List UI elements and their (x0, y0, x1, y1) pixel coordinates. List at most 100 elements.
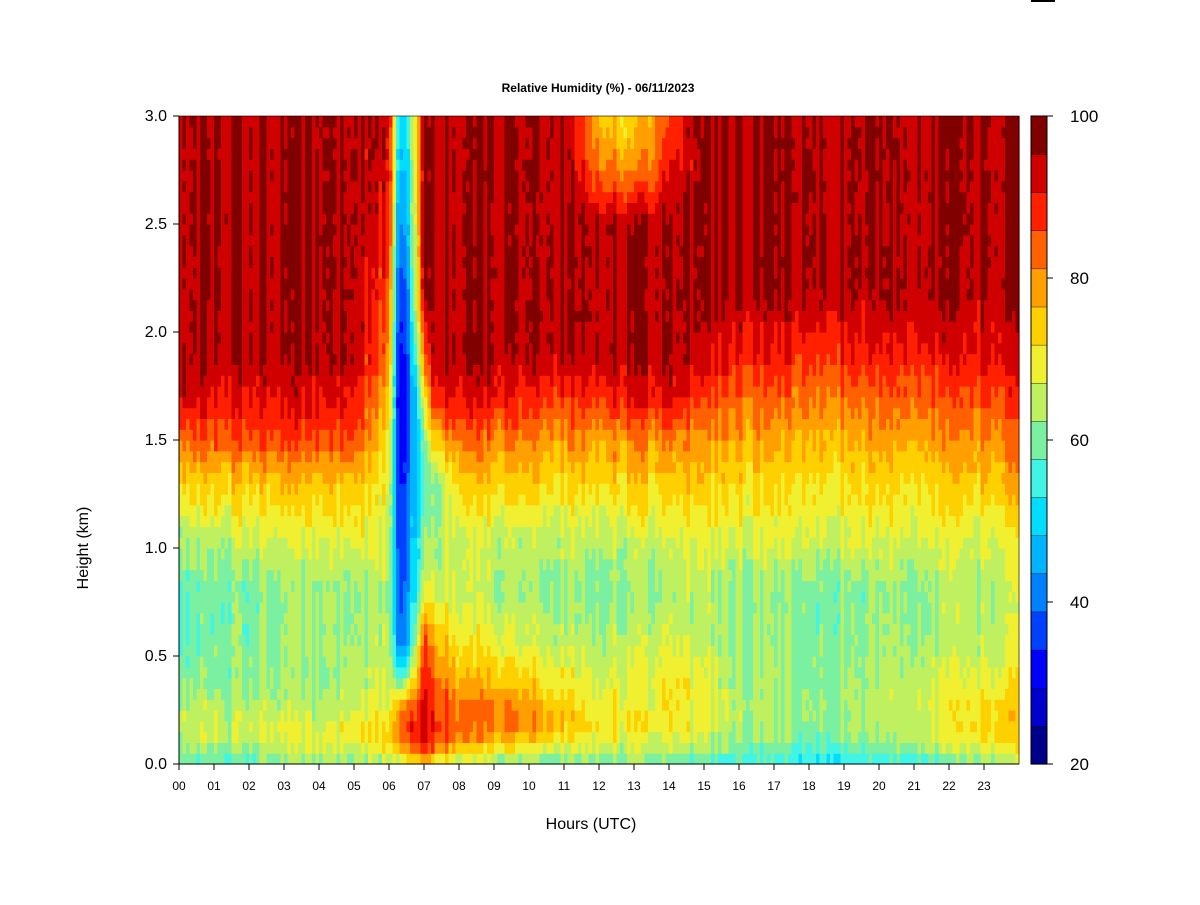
heatmap-cell (417, 342, 422, 355)
heatmap-cell (434, 213, 439, 225)
heatmap-cell (221, 472, 226, 484)
heatmap-cell (315, 278, 320, 290)
heatmap-cell (434, 548, 439, 560)
heatmap-cell (420, 494, 425, 506)
heatmap-cell (354, 191, 359, 203)
heatmap-cell (385, 213, 390, 225)
heatmap-cell (347, 504, 352, 517)
heatmap-cell (242, 580, 247, 592)
heatmap-cell (298, 699, 303, 711)
heatmap-cell (434, 170, 439, 182)
heatmap-cell (392, 245, 397, 257)
heatmap-cell (399, 591, 404, 603)
heatmap-cell (287, 407, 292, 419)
heatmap-cell (217, 321, 222, 333)
heatmap-cell (368, 191, 373, 203)
heatmap-cell (217, 224, 222, 236)
heatmap-cell (378, 602, 383, 614)
heatmap-cell (298, 548, 303, 560)
heatmap-cell (357, 418, 362, 430)
heatmap-cell (214, 450, 219, 463)
heatmap-cell (396, 720, 401, 733)
heatmap-cell (364, 623, 369, 635)
heatmap-cell (389, 278, 394, 290)
heatmap-cell (392, 364, 397, 376)
heatmap-cell (389, 656, 394, 668)
heatmap-cell (375, 375, 380, 387)
heatmap-cell (329, 731, 334, 743)
heatmap-cell (378, 699, 383, 711)
heatmap-cell (445, 321, 450, 333)
heatmap-cell (235, 656, 240, 668)
heatmap-cell (189, 191, 194, 203)
heatmap-cell (406, 375, 411, 387)
heatmap-cell (340, 569, 345, 581)
heatmap-cell (469, 666, 474, 679)
heatmap-cell (357, 364, 362, 376)
heatmap-cell (231, 558, 236, 571)
heatmap-cell (361, 256, 366, 268)
heatmap-cell (354, 137, 359, 149)
heatmap-cell (263, 526, 268, 538)
heatmap-cell (221, 612, 226, 625)
heatmap-cell (308, 634, 313, 646)
heatmap-cell (235, 720, 240, 733)
heatmap-cell (315, 645, 320, 657)
heatmap-cell (308, 591, 313, 603)
heatmap-cell (186, 353, 191, 365)
heatmap-cell (221, 720, 226, 733)
heatmap-cell (424, 148, 429, 160)
heatmap-cell (469, 623, 474, 635)
heatmap-cell (200, 548, 205, 560)
heatmap-cell (186, 224, 191, 236)
heatmap-cell (441, 537, 446, 549)
heatmap-cell (193, 224, 198, 236)
heatmap-cell (182, 440, 187, 452)
heatmap-cell (347, 677, 352, 689)
heatmap-cell (329, 742, 334, 754)
heatmap-cell (417, 418, 422, 430)
heatmap-cell (347, 396, 352, 409)
heatmap-cell (378, 548, 383, 560)
heatmap-cell (210, 245, 215, 257)
heatmap-cell (291, 332, 296, 344)
heatmap-cell (308, 526, 313, 538)
heatmap-cell (350, 580, 355, 592)
heatmap-cell (385, 353, 390, 365)
heatmap-cell (182, 450, 187, 463)
heatmap-cell (403, 299, 408, 311)
heatmap-cell (284, 310, 289, 322)
heatmap-cell (284, 148, 289, 160)
heatmap-cell (340, 148, 345, 160)
heatmap-cell (406, 224, 411, 236)
heatmap-cell (357, 202, 362, 214)
heatmap-cell (312, 656, 317, 668)
heatmap-cell (343, 375, 348, 387)
heatmap-cell (357, 137, 362, 149)
heatmap-cell (189, 526, 194, 538)
heatmap-cell (431, 623, 436, 635)
heatmap-cell (266, 494, 271, 506)
heatmap-cell (238, 418, 243, 430)
heatmap-cell (270, 710, 275, 722)
heatmap-cell (420, 353, 425, 365)
heatmap-cell (235, 548, 240, 560)
heatmap-cell (427, 720, 432, 733)
heatmap-cell (340, 342, 345, 355)
heatmap-cell (235, 742, 240, 754)
heatmap-cell (210, 526, 215, 538)
heatmap-cell (256, 116, 261, 128)
heatmap-cell (315, 440, 320, 452)
heatmap-cell (385, 386, 390, 398)
heatmap-cell (224, 720, 229, 733)
heatmap-cell (228, 612, 233, 625)
heatmap-cell (410, 407, 415, 419)
heatmap-cell (249, 137, 254, 149)
heatmap-cell (221, 202, 226, 214)
heatmap-cell (455, 580, 460, 592)
heatmap-cell (224, 612, 229, 625)
heatmap-cell (200, 461, 205, 473)
heatmap-cell (466, 234, 471, 247)
heatmap-cell (235, 699, 240, 711)
heatmap-cell (319, 148, 324, 160)
